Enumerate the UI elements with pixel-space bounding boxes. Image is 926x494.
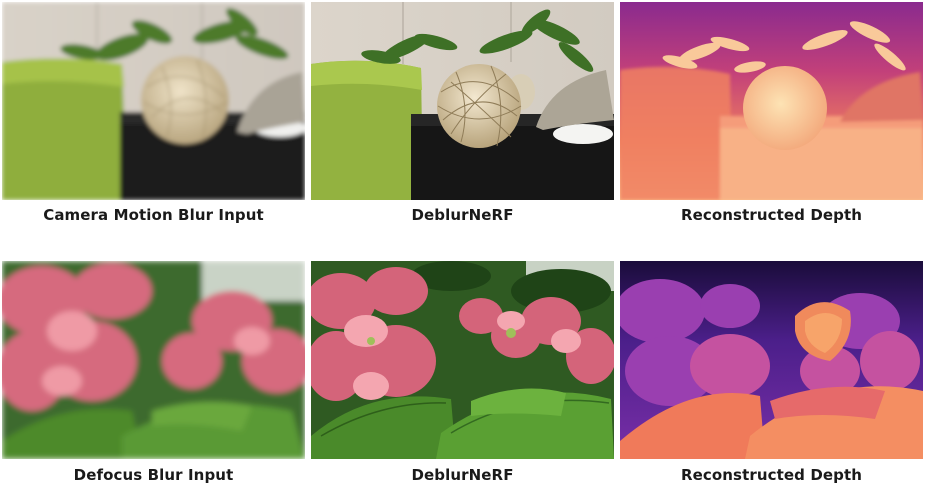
caption-defocus-blur-input: Defocus Blur Input — [73, 466, 234, 484]
motion-blur-input-image — [2, 2, 305, 200]
deblurnerf-result-image-2 — [311, 261, 614, 459]
reconstructed-depth-image-1 — [620, 2, 923, 200]
defocus-blur-input-image — [2, 261, 305, 459]
caption-reconstructed-depth-1: Reconstructed Depth — [680, 206, 863, 224]
caption-motion-blur-input: Camera Motion Blur Input — [43, 206, 264, 224]
caption-reconstructed-depth-2: Reconstructed Depth — [680, 466, 863, 484]
deblurnerf-result-image-1 — [311, 2, 614, 200]
caption-deblurnerf-2: DeblurNeRF — [411, 466, 514, 484]
caption-deblurnerf-1: DeblurNeRF — [411, 206, 514, 224]
reconstructed-depth-image-2 — [620, 261, 923, 459]
